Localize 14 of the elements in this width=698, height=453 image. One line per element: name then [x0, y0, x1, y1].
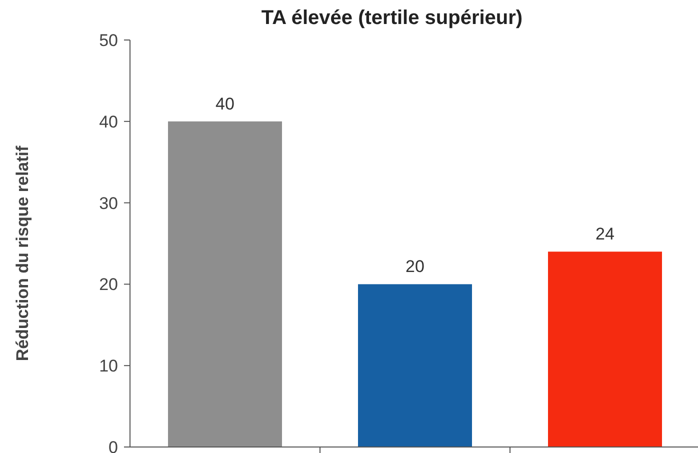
bar — [168, 121, 282, 447]
chart-title: TA élevée (tertile supérieur) — [261, 7, 523, 29]
data-label: 40 — [216, 94, 234, 114]
y-tick-label: 30 — [99, 194, 118, 213]
data-label: 20 — [406, 257, 424, 276]
data-label: 24 — [596, 224, 614, 244]
y-tick-label: 20 — [99, 275, 118, 294]
y-tick-label: 40 — [99, 112, 118, 132]
y-tick-label: 10 — [99, 356, 118, 376]
bar — [548, 252, 662, 447]
y-tick-label: 0 — [108, 438, 118, 453]
y-axis-title: Réduction du risque relatif — [13, 145, 32, 362]
y-tick-label: 50 — [99, 30, 118, 50]
bar — [358, 284, 472, 447]
